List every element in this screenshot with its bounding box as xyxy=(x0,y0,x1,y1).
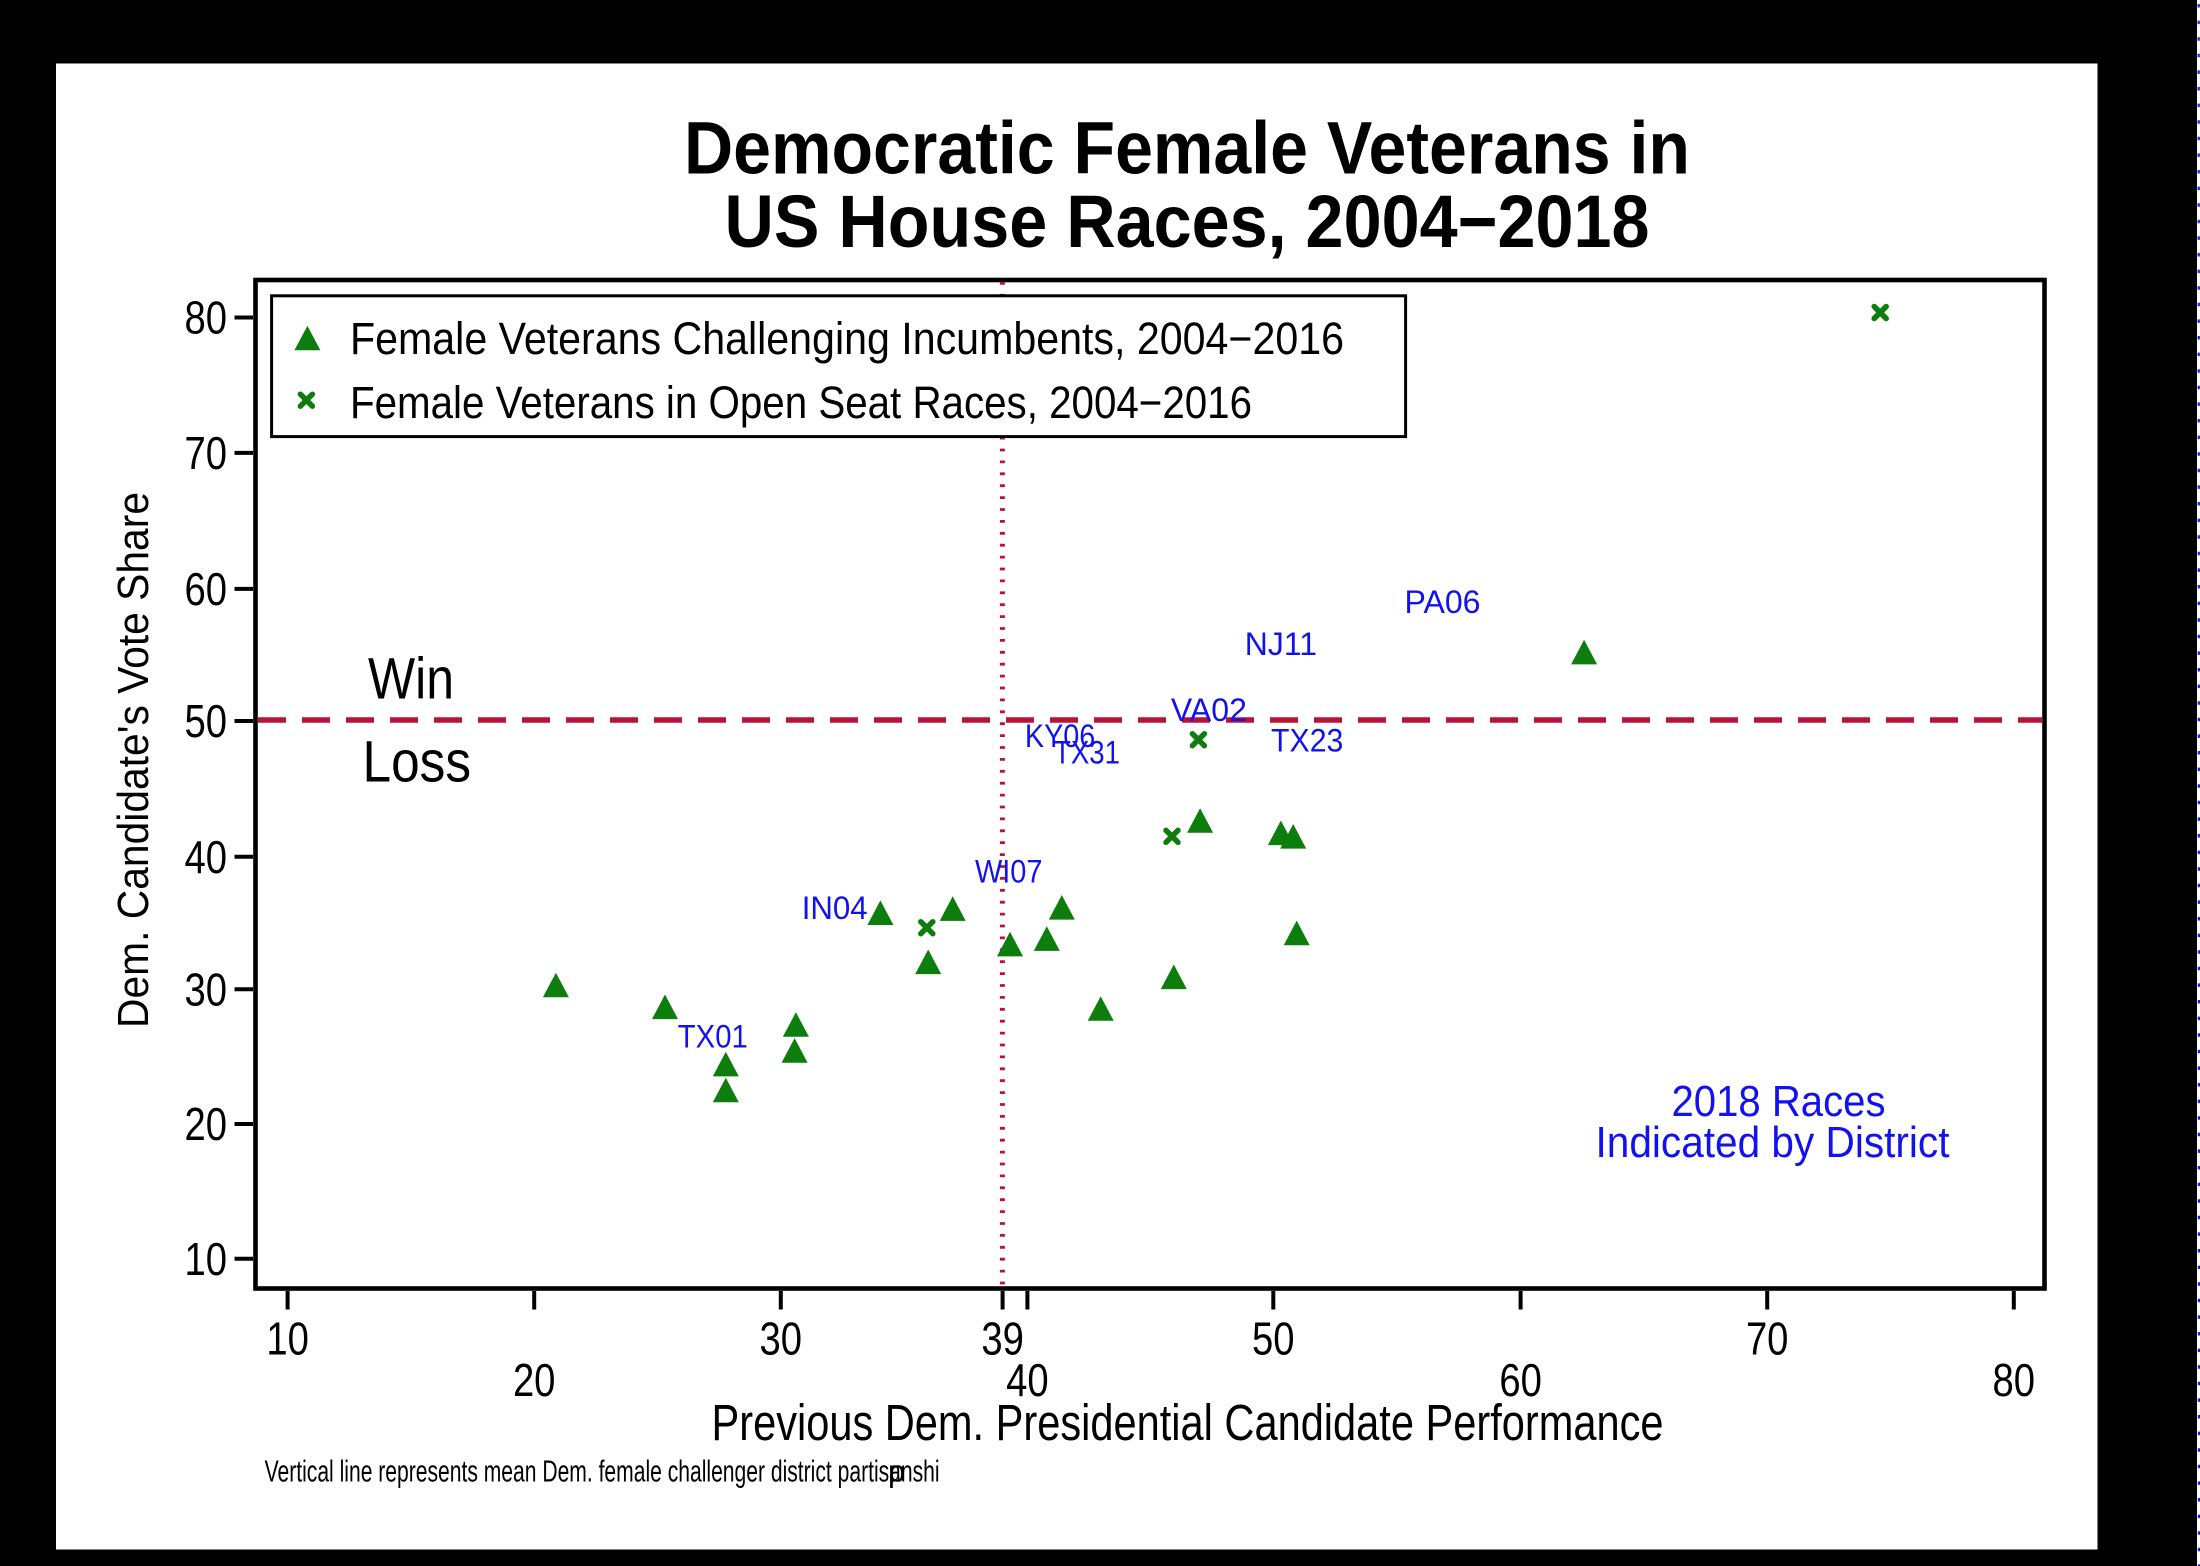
svg-text:VA02: VA02 xyxy=(1171,692,1247,728)
svg-text:p: p xyxy=(888,1454,905,1489)
svg-text:60: 60 xyxy=(185,563,228,615)
svg-text:30: 30 xyxy=(185,964,228,1016)
svg-text:50: 50 xyxy=(185,695,228,747)
svg-text:KY06: KY06 xyxy=(1025,718,1096,754)
svg-text:NJ11: NJ11 xyxy=(1245,626,1317,662)
svg-text:40: 40 xyxy=(185,831,228,883)
svg-text:60: 60 xyxy=(1499,1354,1542,1406)
svg-text:30: 30 xyxy=(760,1313,803,1365)
svg-text:TX01: TX01 xyxy=(678,1019,748,1055)
svg-text:2018 Races: 2018 Races xyxy=(1672,1077,1886,1126)
svg-text:Loss: Loss xyxy=(363,730,472,795)
svg-text:Vertical line represents mean: Vertical line represents mean Dem. femal… xyxy=(265,1454,940,1489)
svg-text:Democratic Female Veterans in: Democratic Female Veterans in xyxy=(684,107,1690,190)
svg-text:40: 40 xyxy=(1006,1354,1049,1406)
svg-text:Indicated by District: Indicated by District xyxy=(1596,1118,1950,1167)
svg-text:50: 50 xyxy=(1252,1313,1295,1365)
svg-text:10: 10 xyxy=(266,1313,309,1365)
svg-text:80: 80 xyxy=(1993,1354,2036,1406)
svg-text:70: 70 xyxy=(1746,1313,1789,1365)
svg-text:IN04: IN04 xyxy=(802,890,868,926)
svg-text:Previous Dem. Presidential Can: Previous Dem. Presidential Candidate Per… xyxy=(712,1394,1664,1451)
svg-text:US House Races, 2004−2018: US House Races, 2004−2018 xyxy=(725,180,1650,263)
svg-text:39: 39 xyxy=(981,1313,1024,1365)
svg-text:10: 10 xyxy=(185,1233,228,1285)
svg-text:80: 80 xyxy=(185,292,228,344)
svg-text:WI07: WI07 xyxy=(975,854,1043,890)
svg-text:Female Veterans Challenging In: Female Veterans Challenging Incumbents, … xyxy=(350,313,1344,364)
svg-text:PA06: PA06 xyxy=(1405,584,1481,620)
svg-text:70: 70 xyxy=(185,427,228,479)
svg-text:TX23: TX23 xyxy=(1271,723,1343,759)
svg-text:20: 20 xyxy=(185,1098,228,1150)
svg-text:Win: Win xyxy=(368,646,454,711)
svg-text:Dem. Candidate's Vote Share: Dem. Candidate's Vote Share xyxy=(109,492,158,1028)
svg-text:Female Veterans in Open Seat R: Female Veterans in Open Seat Races, 2004… xyxy=(350,377,1252,428)
svg-text:20: 20 xyxy=(513,1354,556,1406)
svg-text:TX31: TX31 xyxy=(1054,734,1120,770)
